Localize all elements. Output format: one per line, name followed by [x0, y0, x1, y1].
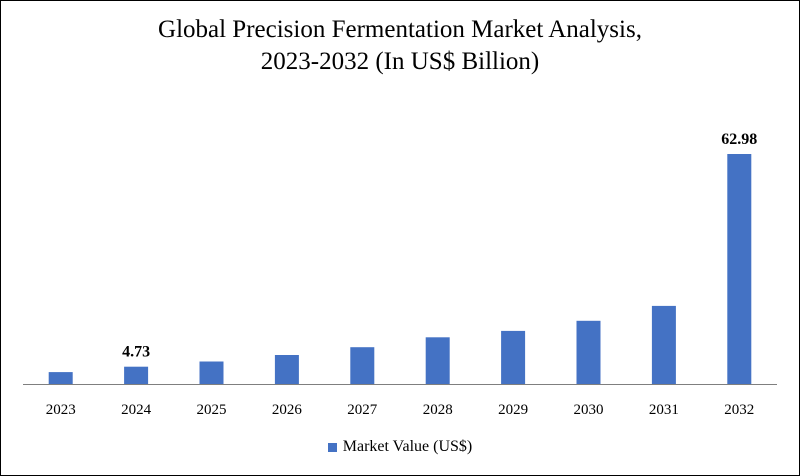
x-tick-label-2029: 2029	[498, 402, 528, 418]
x-tick-label-2026: 2026	[272, 402, 303, 418]
legend: Market Value (US$)	[0, 438, 800, 456]
legend-label: Market Value (US$)	[342, 438, 473, 455]
chart-title-line-1: Global Precision Fermentation Market Ana…	[158, 16, 642, 43]
x-tick-label-2028: 2028	[423, 402, 453, 418]
bar-2024	[124, 366, 149, 384]
bar-2026	[274, 355, 299, 384]
bar-2030	[576, 320, 601, 384]
chart-title: Global Precision Fermentation Market Ana…	[0, 14, 800, 78]
data-label-2032: 62.98	[721, 131, 757, 148]
x-tick-label-2025: 2025	[197, 402, 227, 418]
legend-swatch	[327, 442, 337, 452]
bar-2028	[425, 337, 450, 384]
x-tick-label-2032: 2032	[724, 402, 754, 418]
x-tick-label-2023: 2023	[46, 402, 76, 418]
x-tick-label-2027: 2027	[347, 402, 378, 418]
bar-2023	[48, 372, 73, 384]
bar-2032	[727, 154, 752, 384]
x-tick-label-2024: 2024	[121, 402, 152, 418]
bar-2025	[199, 361, 224, 384]
data-label-2024: 4.73	[122, 344, 150, 361]
x-tick-label-2030: 2030	[574, 402, 604, 418]
bar-2031	[651, 305, 676, 384]
bar-2027	[350, 347, 375, 384]
bar-2029	[501, 330, 526, 384]
x-tick-label-2031: 2031	[649, 402, 679, 418]
chart-title-line-2: 2023-2032 (In US$ Billion)	[260, 48, 540, 75]
